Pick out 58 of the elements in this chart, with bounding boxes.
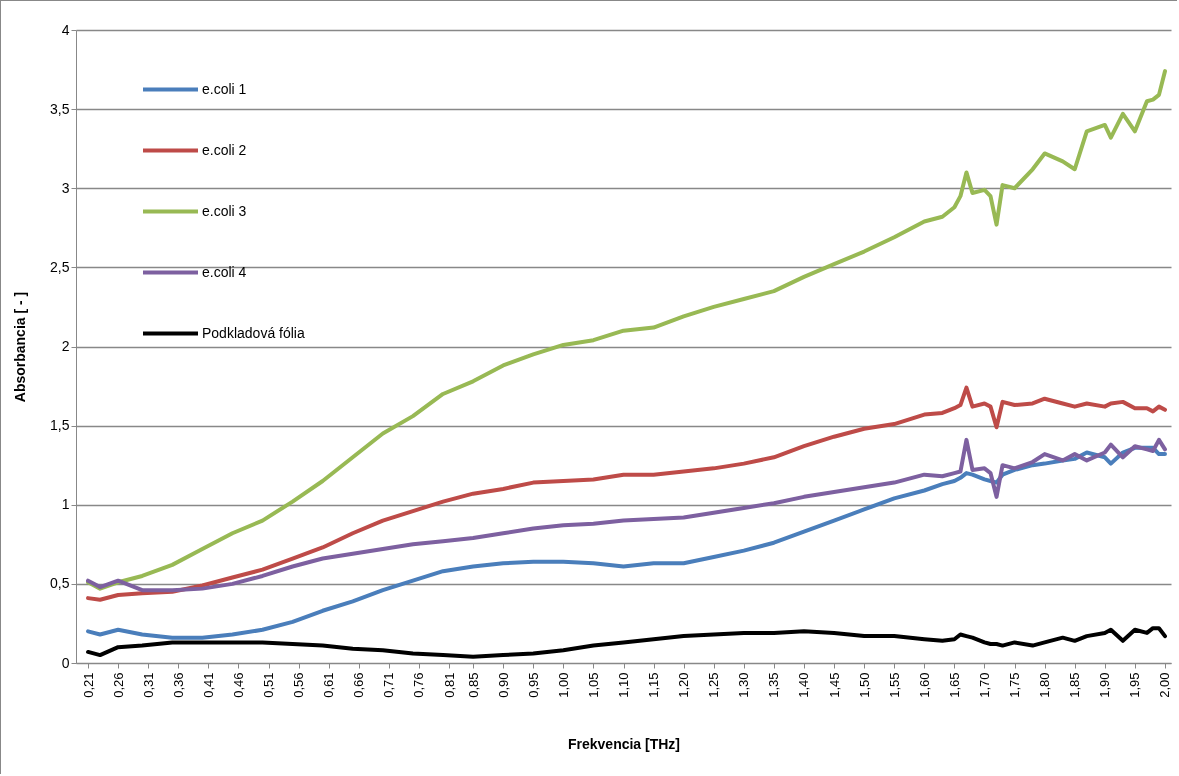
x-tick-label: 0,90 bbox=[495, 672, 511, 698]
x-tick-label: 1,55 bbox=[886, 672, 902, 698]
x-tick-label: 1,40 bbox=[796, 672, 812, 698]
x-tick-label: 1,30 bbox=[736, 672, 752, 698]
x-tick-label: 0,61 bbox=[321, 672, 337, 698]
x-tick-label: 1,00 bbox=[555, 672, 571, 698]
x-tick-label: 1,15 bbox=[646, 672, 662, 698]
x-tick-label: 0,26 bbox=[110, 672, 126, 698]
x-tick-label: 1,50 bbox=[856, 672, 872, 698]
line-series bbox=[86, 69, 1167, 591]
x-tick-label: 0,85 bbox=[465, 672, 481, 698]
legend-label: e.coli 3 bbox=[202, 202, 247, 219]
x-tick-label: 0,81 bbox=[441, 672, 457, 698]
x-tick-label: 0,71 bbox=[381, 672, 397, 698]
x-tick-label: 1,95 bbox=[1127, 672, 1143, 698]
x-tick-label: 1,85 bbox=[1067, 672, 1083, 698]
x-tick-label: 0,95 bbox=[525, 672, 541, 698]
legend-label: e.coli 1 bbox=[202, 80, 247, 97]
x-tick-label: 0,41 bbox=[200, 672, 216, 698]
legend-label: e.coli 4 bbox=[202, 263, 247, 280]
x-axis-title: Frekvencia [THz] bbox=[567, 735, 681, 752]
x-tick-label: 1,60 bbox=[916, 672, 932, 698]
x-tick-label: 1,20 bbox=[676, 672, 692, 698]
x-tick-label: 1,75 bbox=[1007, 672, 1023, 698]
line-series bbox=[86, 385, 1167, 602]
x-tick-label: 0,76 bbox=[411, 672, 427, 698]
y-tick-label: 4 bbox=[61, 21, 70, 38]
x-tick-label: 1,05 bbox=[585, 672, 601, 698]
y-tick-label: 0,5 bbox=[50, 575, 70, 592]
y-tick-label: 2 bbox=[61, 338, 70, 354]
y-tick-label: 1,5 bbox=[50, 417, 70, 434]
legend-label: Podkladová fólia bbox=[202, 324, 305, 341]
x-tick-label: 1,35 bbox=[766, 672, 782, 698]
y-tick-label: 3 bbox=[61, 179, 70, 196]
x-tick-label: 2,00 bbox=[1157, 672, 1173, 698]
y-tick-label: 1 bbox=[61, 496, 70, 513]
x-tick-label: 0,36 bbox=[170, 672, 186, 698]
legend-label: e.coli 2 bbox=[202, 141, 247, 158]
line-series bbox=[86, 445, 1167, 640]
x-tick-label: 0,51 bbox=[261, 672, 277, 698]
x-tick-label: 1,10 bbox=[616, 672, 631, 698]
x-tick-label: 0,56 bbox=[291, 672, 307, 698]
y-tick-label: 2,5 bbox=[50, 258, 70, 275]
x-tick-label: 0,46 bbox=[230, 672, 246, 698]
x-tick-label: 1,45 bbox=[826, 672, 842, 698]
y-tick-label: 0 bbox=[61, 654, 70, 671]
line-series bbox=[86, 626, 1167, 659]
x-tick-label: 1,70 bbox=[976, 672, 992, 698]
x-tick-label: 1,25 bbox=[706, 672, 722, 698]
x-tick-label: 0,66 bbox=[351, 672, 367, 698]
line-series bbox=[86, 437, 1167, 593]
x-tick-label: 1,80 bbox=[1037, 672, 1053, 698]
x-tick-label: 1,90 bbox=[1097, 672, 1113, 698]
x-tick-label: 1,65 bbox=[946, 672, 962, 698]
x-tick-label: 0,21 bbox=[80, 672, 96, 698]
y-axis-title: Absorbancia [ - ] bbox=[12, 291, 29, 403]
x-tick-label: 0,31 bbox=[140, 672, 156, 698]
y-tick-label: 3,5 bbox=[50, 100, 70, 117]
